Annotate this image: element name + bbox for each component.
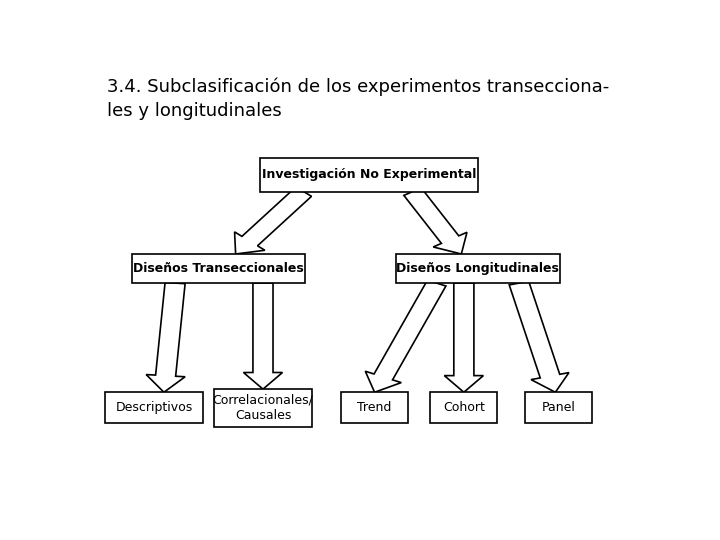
Text: Investigación No Experimental: Investigación No Experimental bbox=[262, 168, 476, 181]
Polygon shape bbox=[509, 281, 569, 392]
FancyBboxPatch shape bbox=[214, 389, 312, 427]
Text: Diseños Longitudinales: Diseños Longitudinales bbox=[397, 262, 559, 275]
FancyBboxPatch shape bbox=[260, 158, 478, 192]
Text: Cohort: Cohort bbox=[443, 401, 485, 414]
Polygon shape bbox=[444, 283, 483, 392]
FancyBboxPatch shape bbox=[431, 392, 498, 423]
Text: Descriptivos: Descriptivos bbox=[115, 401, 193, 414]
Polygon shape bbox=[404, 188, 467, 254]
Polygon shape bbox=[235, 187, 312, 254]
Text: Diseños Transeccionales: Diseños Transeccionales bbox=[133, 262, 304, 275]
Polygon shape bbox=[243, 283, 282, 389]
FancyBboxPatch shape bbox=[132, 254, 305, 283]
FancyBboxPatch shape bbox=[395, 254, 560, 283]
Text: Correlacionales/
Causales: Correlacionales/ Causales bbox=[212, 394, 313, 422]
Polygon shape bbox=[365, 280, 446, 392]
Polygon shape bbox=[146, 282, 185, 392]
Text: 3.4. Subclasificación de los experimentos transecciona-: 3.4. Subclasificación de los experimento… bbox=[107, 77, 609, 96]
FancyBboxPatch shape bbox=[105, 392, 203, 423]
Text: Trend: Trend bbox=[357, 401, 392, 414]
Text: les y longitudinales: les y longitudinales bbox=[107, 102, 282, 120]
Text: Panel: Panel bbox=[541, 401, 576, 414]
FancyBboxPatch shape bbox=[341, 392, 408, 423]
FancyBboxPatch shape bbox=[526, 392, 593, 423]
